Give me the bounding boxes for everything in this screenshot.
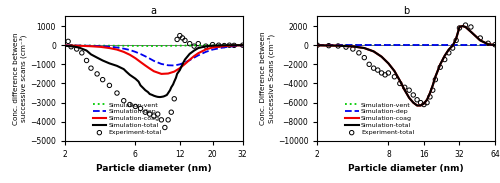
Point <box>416 101 424 104</box>
Point <box>178 36 186 39</box>
Point <box>349 48 357 51</box>
Point <box>440 58 448 61</box>
Point <box>436 66 444 69</box>
Point <box>106 84 114 87</box>
Point <box>146 113 154 116</box>
Point <box>378 72 386 74</box>
Point <box>476 37 484 40</box>
Point <box>113 92 121 94</box>
Point <box>214 44 222 47</box>
Title: a: a <box>151 6 157 16</box>
Point <box>190 45 198 48</box>
Point <box>186 42 194 45</box>
Point <box>390 75 398 78</box>
Point <box>467 26 475 29</box>
Y-axis label: Conc. difference between
successive scans (cm⁻³): Conc. difference between successive scan… <box>12 32 28 125</box>
Point <box>448 47 456 50</box>
Point <box>396 82 404 85</box>
Point <box>126 103 134 106</box>
Point <box>142 111 150 114</box>
Point <box>173 38 181 41</box>
Point <box>226 44 234 47</box>
Point <box>202 45 210 48</box>
Point <box>194 42 202 45</box>
Point <box>78 51 86 54</box>
Point <box>164 118 172 121</box>
Point <box>405 89 413 92</box>
Point <box>423 101 431 104</box>
Point <box>82 59 90 62</box>
Point <box>420 103 428 106</box>
Point <box>208 43 216 46</box>
Point <box>168 111 175 114</box>
Point <box>334 44 342 47</box>
Point <box>374 69 382 72</box>
Point <box>381 73 389 76</box>
Point <box>150 115 158 117</box>
Point <box>355 51 363 54</box>
Point <box>158 118 166 121</box>
X-axis label: Particle diameter (nm): Particle diameter (nm) <box>96 165 212 173</box>
Point <box>161 126 169 129</box>
Point <box>181 39 189 42</box>
Point <box>410 94 418 96</box>
Point <box>432 78 440 81</box>
Point <box>325 44 333 47</box>
Point <box>445 51 453 54</box>
Point <box>64 40 72 43</box>
X-axis label: Particle diameter (nm): Particle diameter (nm) <box>348 165 464 173</box>
Point <box>314 44 322 47</box>
Point <box>132 105 140 108</box>
Point <box>67 45 75 48</box>
Point <box>491 43 499 46</box>
Point <box>370 67 378 70</box>
Point <box>456 27 464 29</box>
Point <box>93 72 101 75</box>
Point <box>98 78 106 81</box>
Point <box>87 67 95 70</box>
Point <box>400 86 408 89</box>
Point <box>462 24 469 27</box>
Y-axis label: Conc. Difference between
Successive Scans (cm⁻³): Conc. Difference between Successive Scan… <box>260 32 275 125</box>
Point <box>170 97 178 100</box>
Title: b: b <box>403 6 409 16</box>
Point <box>176 34 184 37</box>
Point <box>452 39 460 42</box>
Point <box>136 107 144 110</box>
Point <box>365 63 373 66</box>
Point <box>72 48 80 51</box>
Point <box>342 46 350 48</box>
Point <box>426 95 434 98</box>
Point <box>220 44 228 47</box>
Point <box>360 56 368 59</box>
Point <box>120 99 128 102</box>
Legend: Simulation-vent, Simulation-dep, Simulation-coag, Simulation-total, Experiment-t: Simulation-vent, Simulation-dep, Simulat… <box>345 102 414 135</box>
Point <box>238 44 246 47</box>
Point <box>428 89 436 92</box>
Point <box>484 42 492 45</box>
Point <box>230 44 238 47</box>
Point <box>384 72 392 74</box>
Point <box>413 98 421 101</box>
Legend: Simulation-vent, Simulation-dep, Simulation-coag, Simulation-total, Experiment-t: Simulation-vent, Simulation-dep, Simulat… <box>92 102 162 135</box>
Point <box>154 113 162 116</box>
